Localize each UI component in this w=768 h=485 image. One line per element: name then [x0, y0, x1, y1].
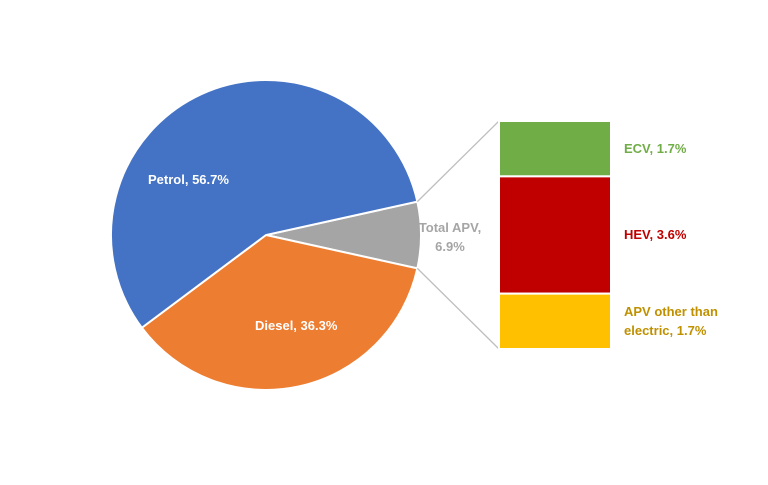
connector-line: [416, 267, 500, 350]
pie-slice: [140, 233, 419, 391]
bar-segment: [498, 292, 612, 350]
connector-line: [416, 120, 500, 203]
pie-slice: [110, 79, 419, 330]
slice-label: Total APV, 6.9%: [418, 220, 482, 254]
segment-label: ECV, 1.7%: [624, 140, 687, 156]
slice-label: Petrol, 56.7%: [148, 172, 229, 187]
segment-label: APV other than electric, 1.7%: [624, 304, 718, 339]
bar-segment: [498, 175, 612, 295]
bar-segment: [498, 120, 612, 178]
segment-label: HEV, 3.6%: [624, 227, 687, 242]
slice-label: Diesel, 36.3%: [255, 318, 338, 333]
